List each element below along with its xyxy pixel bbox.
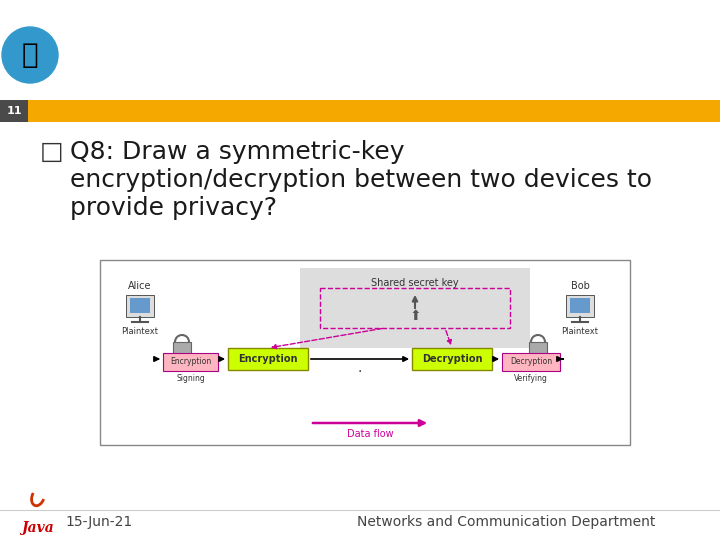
Text: 11: 11 (6, 106, 22, 116)
Text: Java: Java (22, 521, 55, 535)
Text: Shared secret key: Shared secret key (372, 278, 459, 288)
Text: Decryption: Decryption (422, 354, 482, 364)
Bar (570, 298, 590, 313)
Text: Data flow: Data flow (347, 429, 393, 439)
Text: Plaintext: Plaintext (122, 327, 158, 336)
Text: ⬆: ⬆ (409, 309, 420, 323)
Bar (320, 288, 510, 328)
Text: 🌐: 🌐 (22, 41, 38, 69)
Text: encryption/decryption between two devices to: encryption/decryption between two device… (70, 168, 652, 192)
Text: Signing: Signing (176, 374, 205, 383)
Bar (126, 295, 154, 317)
Text: Encryption: Encryption (170, 357, 211, 367)
Bar (0, 100, 28, 122)
Circle shape (2, 27, 58, 83)
Bar (502, 353, 560, 371)
Text: provide privacy?: provide privacy? (70, 196, 277, 220)
Text: Verifying: Verifying (514, 374, 548, 383)
Bar (173, 342, 191, 356)
Bar (412, 348, 492, 370)
Bar (0, 100, 720, 122)
Bar (228, 348, 308, 370)
Bar (100, 260, 630, 445)
Bar (300, 268, 530, 348)
Text: □: □ (40, 140, 64, 164)
Text: Networks and Communication Department: Networks and Communication Department (356, 515, 655, 529)
Text: Alice: Alice (128, 281, 152, 291)
Text: 15-Jun-21: 15-Jun-21 (65, 515, 132, 529)
Text: Bob: Bob (570, 281, 590, 291)
Text: Decryption: Decryption (510, 357, 552, 367)
Text: .: . (358, 361, 362, 375)
Text: Encryption: Encryption (238, 354, 298, 364)
Bar (130, 298, 150, 313)
Text: Q8: Draw a symmetric-key: Q8: Draw a symmetric-key (70, 140, 405, 164)
Bar (163, 353, 218, 371)
Bar (529, 342, 547, 356)
Bar (566, 295, 594, 317)
Text: Plaintext: Plaintext (562, 327, 598, 336)
